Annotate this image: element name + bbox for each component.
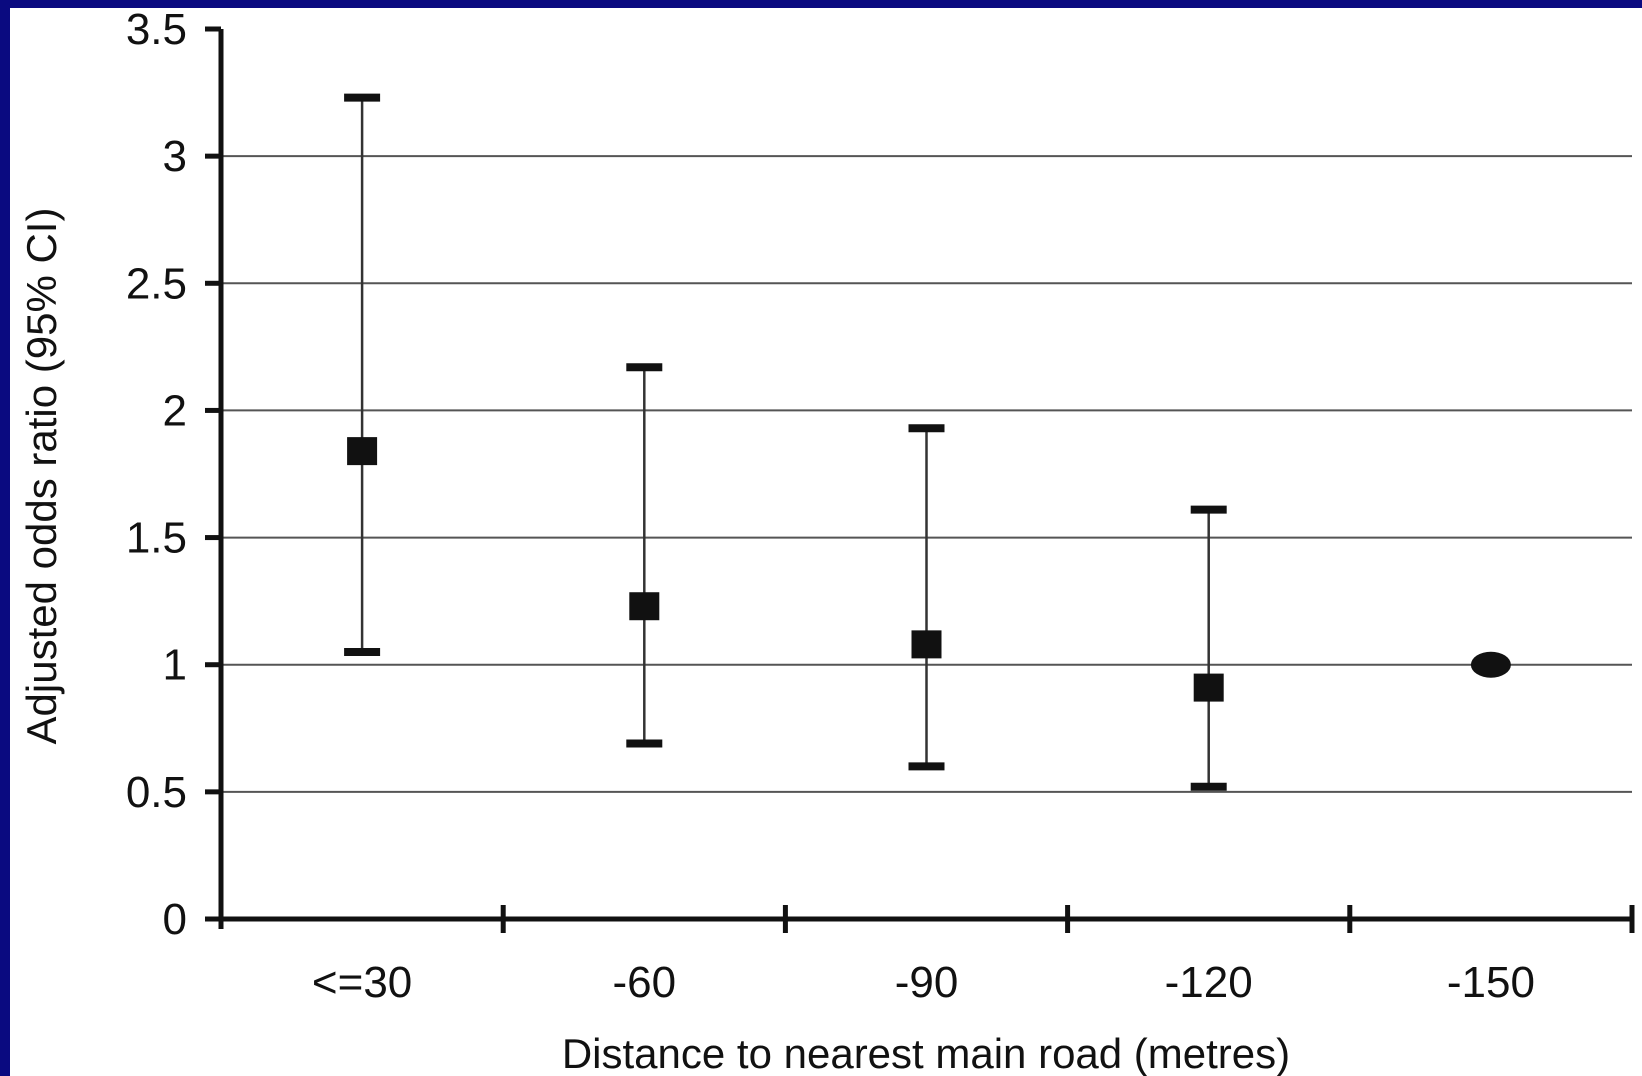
point-marker-square bbox=[911, 630, 942, 659]
x-axis-title: Distance to nearest main road (metres) bbox=[562, 1030, 1290, 1076]
y-tick-label: 1 bbox=[163, 641, 187, 690]
point-markers bbox=[347, 437, 1511, 702]
y-axis-title: Adjusted odds ratio (95% CI) bbox=[18, 208, 65, 745]
y-tick-label: 2.5 bbox=[126, 259, 187, 308]
x-tick-label: -90 bbox=[895, 958, 959, 1007]
error-bars bbox=[344, 93, 1227, 791]
chart-panel bbox=[10, 8, 1642, 1076]
x-tick-label: -150 bbox=[1447, 958, 1535, 1007]
y-tick-label: 0 bbox=[163, 895, 187, 944]
y-tick-label: 2 bbox=[163, 386, 187, 435]
y-tick-label: 3 bbox=[163, 132, 187, 181]
x-tick-label: -120 bbox=[1165, 958, 1253, 1007]
y-tick-label: 3.5 bbox=[126, 5, 187, 54]
axes bbox=[205, 26, 1635, 933]
point-marker-square bbox=[629, 592, 660, 621]
point-marker-square bbox=[1193, 673, 1224, 702]
point-marker-circle bbox=[1470, 651, 1511, 678]
y-tick-label: 0.5 bbox=[126, 768, 187, 817]
x-tick-label: <=30 bbox=[312, 958, 412, 1007]
y-tick-label: 1.5 bbox=[126, 514, 187, 563]
y-tick-labels: 0 0.5 1 1.5 2 2.5 3 3.5 bbox=[126, 5, 187, 944]
x-tick-labels: <=30 -60 -90 -120 -150 bbox=[312, 958, 1535, 1007]
x-tick-label: -60 bbox=[613, 958, 677, 1007]
point-marker-square bbox=[347, 437, 378, 466]
